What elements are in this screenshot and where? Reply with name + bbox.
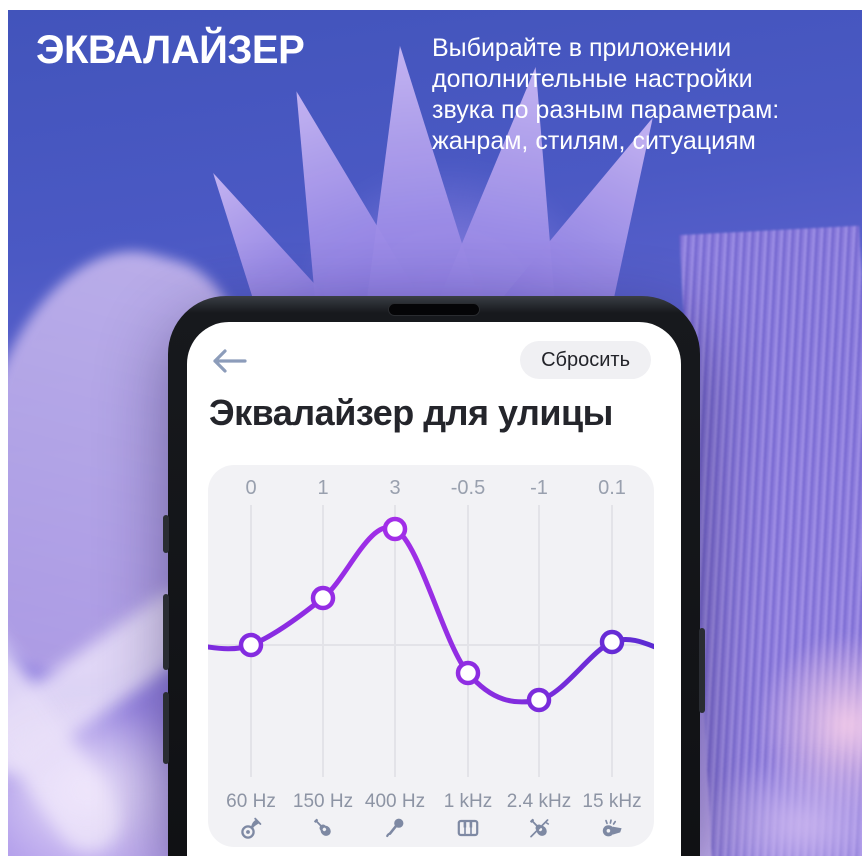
band-value-label: 0.1 [598,477,626,499]
band-frequency-label: 15 kHz [582,791,642,812]
band-frequency-label: 60 Hz [226,791,276,812]
phone-volume-button [163,594,169,670]
chart-gridline [467,505,469,777]
equalizer-curve-svg [208,516,654,713]
phone-notch [388,303,480,316]
page-title: ЭКВАЛАЙЗЕР [36,28,305,72]
eq-node-1-khz[interactable] [455,660,481,686]
phone-volume-button [163,692,169,764]
band-frequency-label: 1 kHz [443,791,493,812]
eq-node-60-hz[interactable] [238,632,264,658]
phone-side-button [163,515,169,553]
band-frequency-label: 400 Hz [364,791,426,812]
tuba-icon [238,815,264,841]
whistle-icon [599,815,625,841]
eq-node-2-4-khz[interactable] [526,687,552,713]
eq-curve [208,524,654,705]
band-value-label: 1 [317,477,329,499]
phone-screen: Сбросить Эквалайзер для улицы 0 1 3 -0.5 -1 0… [187,322,681,856]
phone-mockup: Сбросить Эквалайзер для улицы 0 1 3 -0.5 -1 0… [163,296,705,856]
artwork-canvas: ЭКВАЛАЙЗЕР Выбирайте в приложении дополн… [8,10,862,856]
guitar-icon [310,815,336,841]
page-description: Выбирайте в приложении дополнительные на… [432,34,780,155]
chart-gridline [322,505,324,777]
band-value-label: -0.5 [450,477,486,499]
arrow-left-icon [213,349,247,373]
band-value-label: -1 [530,477,548,499]
band-value-label: 3 [389,477,401,499]
equalizer-panel: 0 1 3 -0.5 -1 0.1 60 Hz 150 Hz 400 Hz 1 kHz 2.4 kH… [208,465,654,847]
microphone-icon [382,815,408,841]
eq-node-400-hz[interactable] [382,516,408,542]
reset-button[interactable]: Сбросить [520,341,651,379]
back-button[interactable] [210,346,248,376]
chart-gridline [394,505,396,777]
screen-title: Эквалайзер для улицы [209,392,613,433]
violin-icon [526,815,552,841]
chart-zero-line [208,644,654,646]
eq-node-15-khz[interactable] [599,629,625,655]
band-frequency-label: 2.4 kHz [506,791,572,812]
eq-node-150-hz[interactable] [310,585,336,611]
chart-gridline [538,505,540,777]
band-frequency-label: 150 Hz [292,791,354,812]
band-value-label: 0 [245,477,257,499]
piano-icon [455,815,481,841]
phone-power-button [699,628,705,713]
